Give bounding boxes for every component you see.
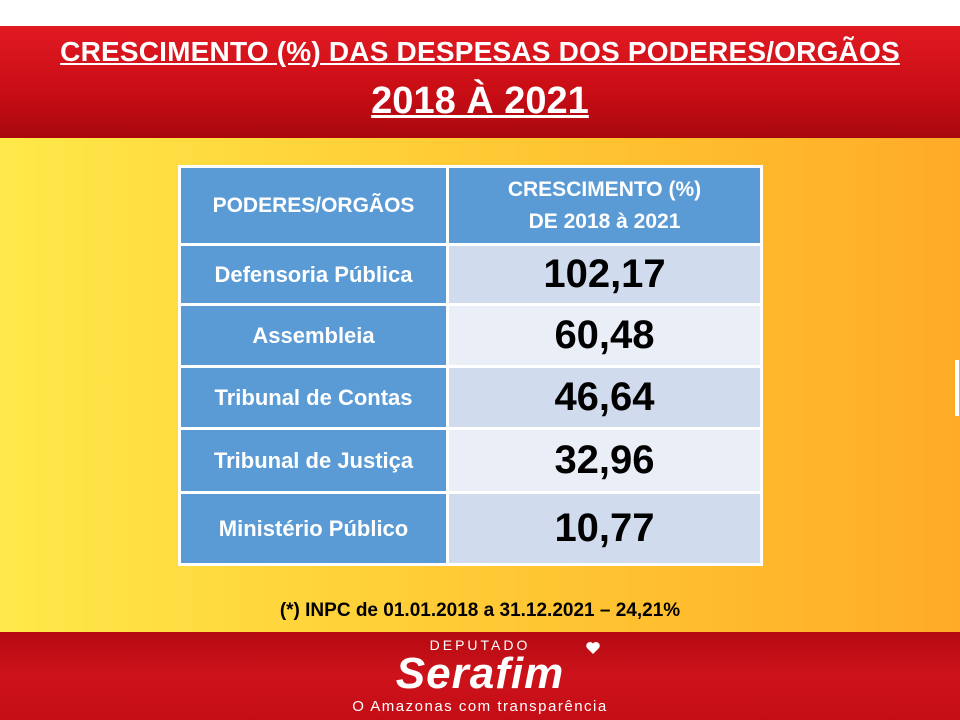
heart-icon	[586, 642, 600, 654]
table-row: Ministério Público 10,77	[178, 491, 763, 566]
edge-marker	[955, 360, 959, 416]
table-row: Assembleia 60,48	[178, 303, 763, 368]
column-header-crescimento-line2: DE 2018 à 2021	[528, 209, 681, 233]
row-value: 60,48	[446, 303, 763, 368]
inpc-footnote: (*) INPC de 01.01.2018 a 31.12.2021 – 24…	[279, 600, 681, 621]
row-value: 32,96	[446, 427, 763, 494]
page-subtitle-years: 2018 À 2021	[371, 80, 589, 122]
logo-deputado-text: DEPUTADO	[429, 637, 531, 653]
row-value: 102,17	[446, 243, 763, 306]
logo-name: Serafim	[395, 649, 565, 698]
row-label: Assembleia	[178, 303, 449, 368]
row-label: Defensoria Pública	[178, 243, 449, 306]
row-value: 46,64	[446, 365, 763, 430]
table-row: Tribunal de Justiça 32,96	[178, 427, 763, 494]
footer-banner	[0, 632, 960, 720]
growth-table: PODERES/ORGÃOS CRESCIMENTO (%) DE 2018 à…	[178, 165, 763, 566]
row-label: Tribunal de Justiça	[178, 427, 449, 494]
table-header-row: PODERES/ORGÃOS CRESCIMENTO (%) DE 2018 à…	[178, 165, 763, 246]
column-header-crescimento-line1: CRESCIMENTO (%)	[507, 177, 702, 201]
column-header-poderes: PODERES/ORGÃOS	[178, 165, 449, 246]
header-banner: CRESCIMENTO (%) DAS DESPESAS DOS PODERES…	[0, 26, 960, 138]
row-label: Ministério Público	[178, 491, 449, 566]
row-label: Tribunal de Contas	[178, 365, 449, 430]
top-white-band	[0, 0, 960, 26]
logo-slogan: O Amazonas com transparência	[352, 698, 608, 715]
table-row: Tribunal de Contas 46,64	[178, 365, 763, 430]
table-row: Defensoria Pública 102,17	[178, 243, 763, 306]
page-title: CRESCIMENTO (%) DAS DESPESAS DOS PODERES…	[60, 36, 900, 67]
column-header-crescimento: CRESCIMENTO (%) DE 2018 à 2021	[446, 165, 763, 246]
row-value: 10,77	[446, 491, 763, 566]
